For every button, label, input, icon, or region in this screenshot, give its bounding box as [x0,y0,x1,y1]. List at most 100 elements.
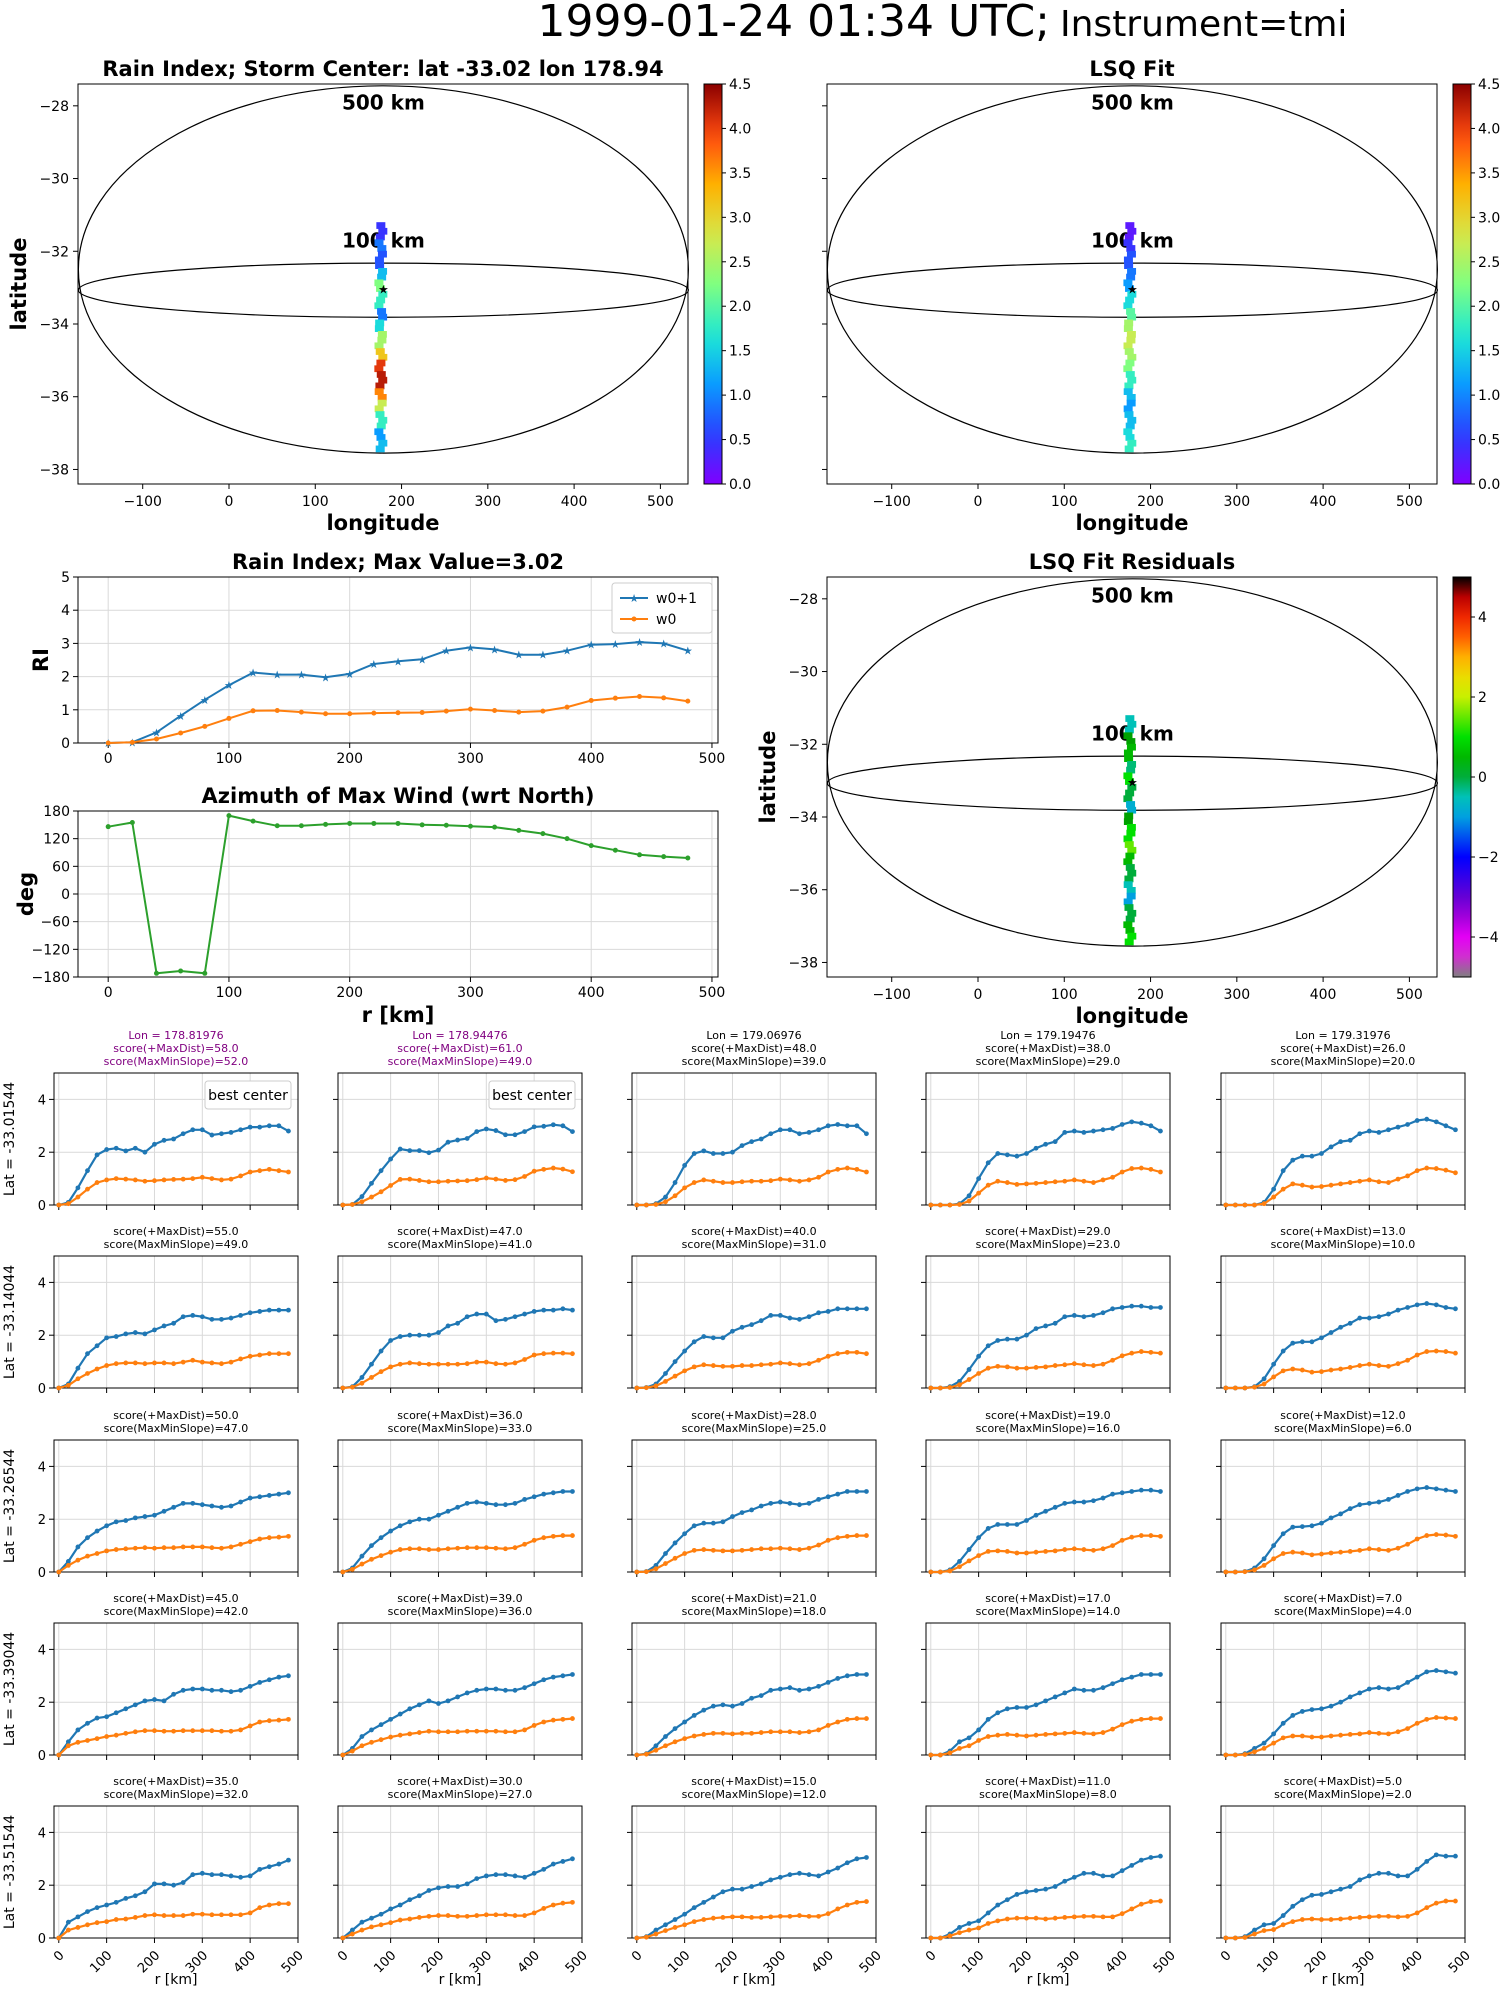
grid-panel-point [1405,1122,1410,1127]
map-lsq-fit-title: LSQ Fit [1089,57,1174,81]
grid-panel-point [720,1730,726,1736]
grid-panel-point [378,1922,384,1928]
map-lsq-fit-swath-cell [1123,302,1133,310]
grid-panel-point [161,1913,167,1918]
colorbar-residuals-bar [1452,576,1472,978]
grid-panel-point [474,1129,480,1135]
map-rain-index-swath-cell [377,245,387,252]
grid-panel-point [1405,1913,1410,1919]
grid-panel-point [825,1869,831,1875]
grid-panel-point [123,1176,129,1182]
map-rain-index-swath-cell [374,302,384,310]
grid-panel-point [682,1719,688,1725]
grid-panel-point [397,1711,403,1717]
grid-panel-score-maxdist: score(+MaxDist)=48.0 [691,1042,816,1055]
grid-panel-point [663,1561,668,1566]
grid-panel-point [1319,1369,1324,1375]
grid-panel-point [1110,1914,1115,1920]
grid-panel-point [768,1687,774,1693]
map-rain-index-xtick-label: 300 [474,494,501,510]
grid-panel-point [522,1129,527,1135]
grid-panel-point [445,1698,451,1704]
grid-panel-point [835,1306,841,1312]
map-lsq-fit-xlabel: longitude [1075,511,1188,535]
grid-panel-point [854,1349,860,1355]
grid-panel-point [286,1351,291,1357]
grid-panel-point [957,1746,962,1751]
grid-panel-point [397,1146,403,1152]
map-lsq-fit-swath-cell [1124,262,1134,269]
grid-panel-point [947,1202,953,1208]
grid-panel-axes [53,1622,299,1756]
grid-panel-point [701,1148,707,1154]
grid-panel-point [691,1364,697,1370]
grid-panel-point [1148,1123,1154,1129]
grid-panel-point [123,1730,129,1736]
grid-panel-point [730,1886,735,1892]
grid-panel-point [995,1151,1001,1156]
grid-panel-score-maxminslope: score(MaxMinSlope)=31.0 [682,1238,827,1251]
grid-panel-point [937,1935,943,1941]
az-panel-ylabel: deg [14,872,38,916]
grid-panel-point [503,1546,508,1552]
grid-panel-point [1071,1686,1077,1692]
grid-panel-point [56,1202,62,1208]
map-rain-index-swath-cell [374,365,384,373]
colorbar-rain-index: 0.00.51.01.52.02.53.03.54.04.5 [703,77,751,493]
grid-panel-point [653,1743,659,1749]
grid-panel-point [94,1343,100,1349]
map-residuals-swath-cell [1127,932,1137,940]
map-residuals-swath-cell [1123,795,1133,803]
map-rain-index-title: Rain Index; Storm Center: lat -33.02 lon… [102,57,663,81]
grid-panel-point [1033,1732,1039,1738]
grid-panel-point [1148,1533,1154,1538]
map-residuals-swath-cell [1126,743,1136,751]
grid-panel-point [787,1315,793,1321]
grid-panel-point [493,1545,499,1551]
az-panel-point [564,836,570,842]
grid-panel-point [758,1178,764,1184]
map-residuals-ring-500km [826,578,1438,947]
grid-panel-point [1004,1180,1010,1185]
grid-panel-point [570,1856,575,1862]
grid-panel-point [378,1911,384,1917]
grid-panel-point [388,1338,394,1343]
grid-panel-point [749,1884,755,1889]
grid-panel-point [104,1363,110,1368]
grid-panel-point [416,1915,422,1920]
grid-panel-point [768,1361,774,1367]
grid-panel-point [1119,1353,1125,1359]
ri-panel-point [371,710,377,716]
map-rain-index-swath-cell [378,290,388,298]
grid-panel-xlabel: r [km] [733,1972,776,1988]
ri-panel-point [274,707,280,713]
grid-panel-point [844,1716,850,1722]
grid-panel-point [247,1169,253,1175]
grid-panel-point [1223,1569,1229,1575]
grid-panel-point [1091,1128,1096,1134]
grid-panel-point [1357,1690,1363,1696]
grid-panel-lon-label: Lon = 178.81976 [128,1029,223,1042]
grid-panel-point [359,1199,365,1205]
grid-panel-ytick-label: 2 [38,1513,46,1528]
grid-panel-point [1062,1547,1068,1552]
grid-panel-point [758,1362,764,1368]
grid-panel-point [560,1900,566,1906]
colorbar-lsq-fit-tick-label: 1.5 [1478,344,1500,360]
grid-panel-point [75,1914,81,1920]
grid-panel-point [710,1915,716,1921]
grid-panel-point [749,1363,755,1368]
grid-panel-point [710,1151,716,1156]
best-center-label: best center [208,1088,288,1104]
ri-panel-xtick-label: 300 [457,751,484,767]
grid-panel-point [388,1528,394,1534]
grid-panel-point [1033,1365,1039,1370]
grid-panel-point [1357,1915,1363,1920]
grid-panel-point [787,1872,793,1878]
ri-panel-point [516,709,522,715]
grid-panel-point [1052,1694,1058,1700]
grid-panel-point [797,1131,802,1137]
grid-panel-point [257,1866,263,1872]
ri-panel-point: ★ [200,694,210,707]
